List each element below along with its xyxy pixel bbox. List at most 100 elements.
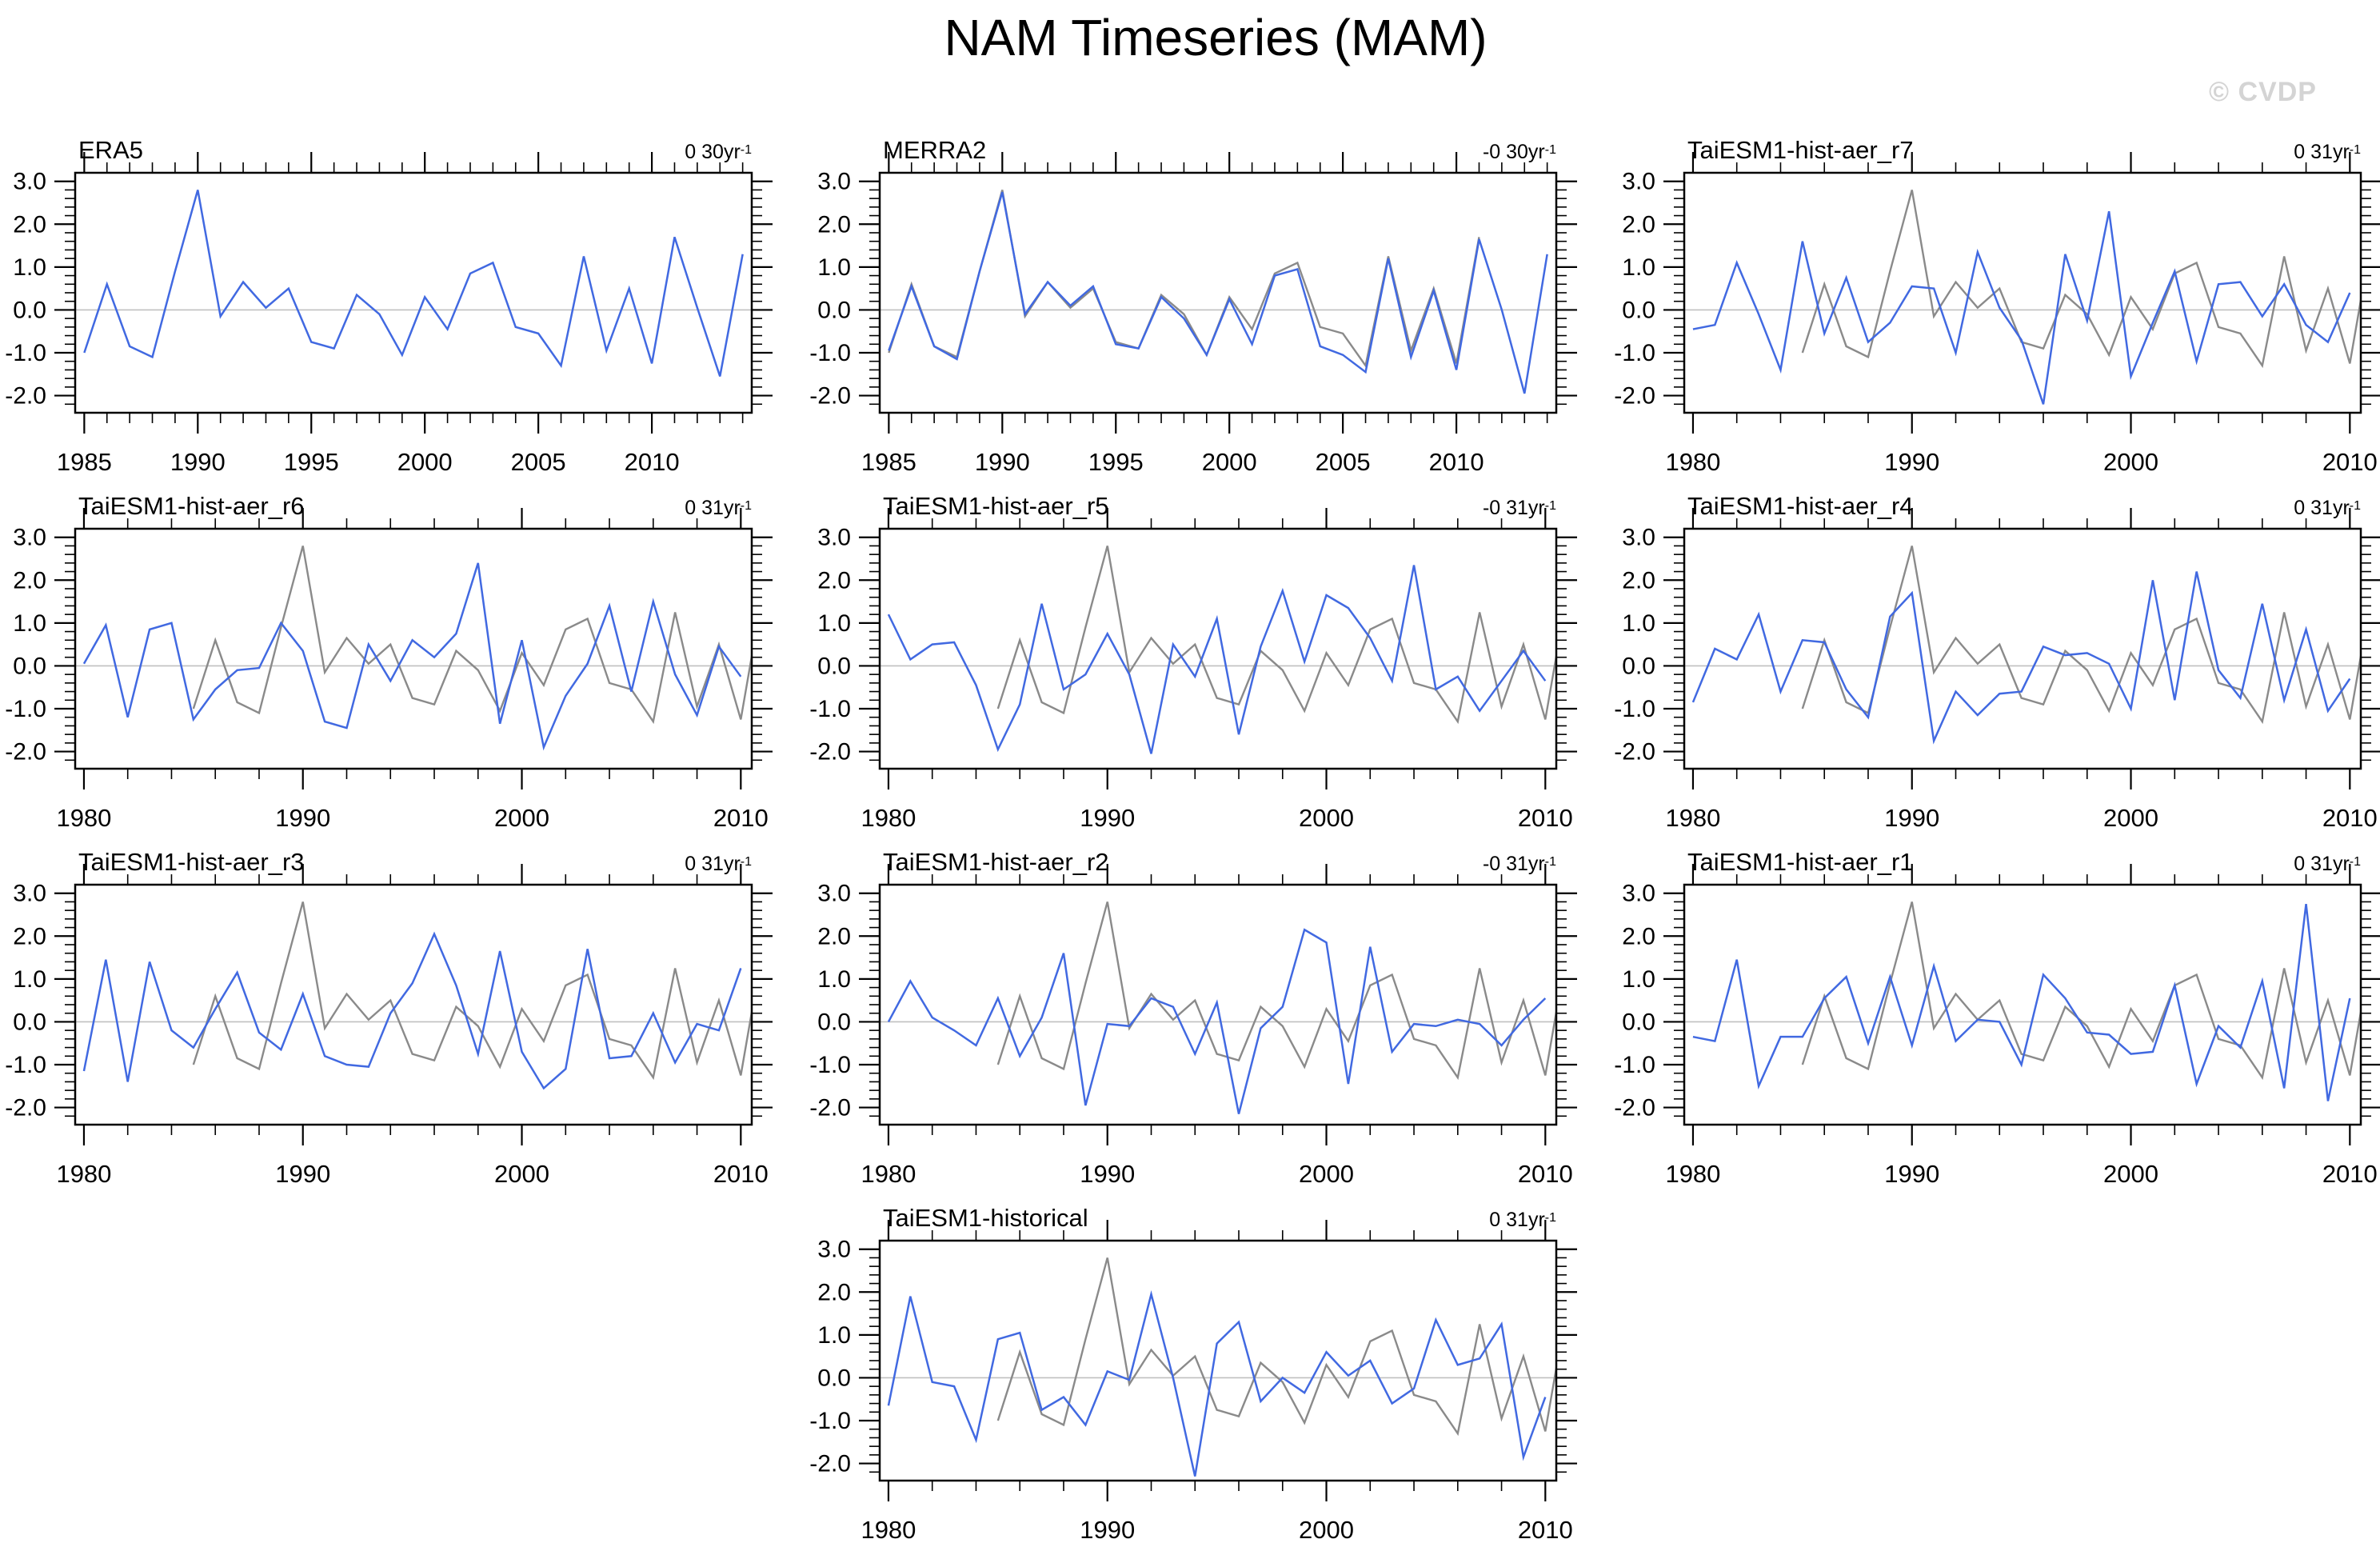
y-axis-label: 0.0 [1622, 1009, 1655, 1035]
x-axis-label: 1995 [1088, 448, 1144, 476]
panel-plot-taiesm1-hist-aer-r4: 1980 1990 2000 2010 3.0 2.0 1.0 0.0 -1.0 -2.0 [1614, 508, 2380, 832]
x-axis-label: 1990 [1884, 804, 1939, 832]
y-axis-label: 3.0 [1622, 881, 1655, 907]
x-axis-label: 1985 [861, 448, 916, 476]
x-axis-label: 1980 [861, 804, 916, 832]
reference-series-era5 [1801, 901, 2361, 1081]
x-axis-label: 2010 [713, 1160, 769, 1188]
x-axis-label: 2000 [1299, 1516, 1354, 1544]
timeseries-panel-taiesm1-hist-aer-r1: TaiESM1-hist-aer_r1 0 31yr-1 1980 1990 2000 2… [1609, 843, 2380, 1203]
model-series [887, 1289, 1547, 1477]
plot-box [74, 883, 753, 1126]
y-axis-label: -1.0 [809, 1408, 851, 1434]
x-axis-label: 2010 [625, 448, 680, 476]
x-axis-label: 2000 [2103, 1160, 2158, 1188]
plot-box [878, 527, 1558, 770]
model-series [1692, 210, 2351, 405]
timeseries-panel-taiesm1-hist-aer-r3: TaiESM1-hist-aer_r3 0 31yr-1 1980 1990 2000 2… [0, 843, 784, 1203]
model-series [83, 190, 744, 377]
y-axis-label: -2.0 [1614, 383, 1655, 410]
y-axis-label: -2.0 [809, 383, 851, 410]
x-axis-label: 1990 [1884, 1160, 1939, 1188]
y-axis-label: 2.0 [1622, 567, 1655, 594]
y-axis-label: 0.0 [13, 1009, 46, 1035]
plot-box [1683, 883, 2362, 1126]
y-axis-label: -2.0 [1614, 739, 1655, 766]
y-axis-label: 0.0 [817, 653, 851, 679]
reference-series-era5 [1801, 190, 2361, 369]
y-axis-label: 2.0 [817, 567, 851, 594]
x-axis-label: 2010 [2322, 804, 2378, 832]
x-axis-label: 1990 [1080, 1160, 1135, 1188]
y-axis-label: 0.0 [817, 297, 851, 323]
x-axis-label: 1980 [1665, 804, 1720, 832]
reference-series-era5 [996, 546, 1556, 725]
y-axis-label: 1.0 [817, 1322, 851, 1349]
x-axis-label: 2010 [1429, 448, 1484, 476]
panel-trend-label: 0 31yr-1 [685, 497, 752, 519]
panel-title: MERRA2 [883, 136, 987, 164]
y-axis-label: -1.0 [1614, 1052, 1655, 1078]
y-axis-label: 3.0 [13, 881, 46, 907]
x-axis-label: 2010 [1518, 804, 1573, 832]
panel-trend-label: 0 31yr-1 [2294, 141, 2361, 163]
y-axis-label: 2.0 [1622, 211, 1655, 238]
x-axis-label: 1995 [284, 448, 339, 476]
y-axis-label: 3.0 [817, 1237, 851, 1263]
y-axis-label: 3.0 [817, 881, 851, 907]
x-axis-label: 2010 [2322, 448, 2378, 476]
cvdp-watermark: © CVDP [2209, 77, 2317, 107]
y-axis-label: 1.0 [1622, 254, 1655, 281]
x-axis-label: 1990 [975, 448, 1030, 476]
y-axis-label: 2.0 [1622, 923, 1655, 949]
y-axis-label: 3.0 [1622, 525, 1655, 551]
timeseries-panel-taiesm1-hist-aer-r5: TaiESM1-hist-aer_r5 -0 31yr-1 1980 1990 2000… [805, 487, 1588, 847]
y-axis-label: 1.0 [817, 254, 851, 281]
panel-plot-taiesm1-hist-aer-r3: 1980 1990 2000 2010 3.0 2.0 1.0 0.0 -1.0 -2.0 [5, 864, 773, 1188]
x-axis-label: 2010 [713, 804, 769, 832]
model-series [82, 562, 742, 751]
x-axis-label: 2000 [494, 804, 549, 832]
x-axis-label: 2000 [2103, 804, 2158, 832]
y-axis-label: 3.0 [13, 169, 46, 195]
x-axis-label: 2000 [1299, 804, 1354, 832]
y-axis-label: 2.0 [817, 923, 851, 949]
model-series [1692, 903, 2351, 1101]
x-axis-label: 1980 [861, 1160, 916, 1188]
panel-title: TaiESM1-hist-aer_r4 [1687, 492, 1914, 520]
x-axis-label: 2010 [2322, 1160, 2378, 1188]
x-axis-label: 1980 [56, 804, 111, 832]
y-axis-label: 0.0 [817, 1365, 851, 1391]
y-axis-label: 3.0 [1622, 169, 1655, 195]
panel-title: TaiESM1-hist-aer_r6 [78, 492, 305, 520]
panel-trend-label: 0 31yr-1 [685, 853, 752, 875]
panel-plot-taiesm1-hist-aer-r1: 1980 1990 2000 2010 3.0 2.0 1.0 0.0 -1.0 -2.0 [1614, 864, 2380, 1188]
reference-series-era5 [192, 546, 752, 725]
x-axis-label: 1990 [1080, 804, 1135, 832]
x-axis-label: 1980 [1665, 1160, 1720, 1188]
plot-box [74, 171, 753, 414]
model-series [1691, 571, 2351, 745]
plot-box [1683, 527, 2362, 770]
x-axis-label: 1990 [170, 448, 226, 476]
panel-trend-label: 0 30yr-1 [685, 141, 752, 163]
y-axis-label: 1.0 [13, 254, 46, 281]
y-axis-label: 0.0 [1622, 297, 1655, 323]
y-axis-label: -1.0 [809, 340, 851, 366]
panel-title: TaiESM1-hist-aer_r7 [1687, 136, 1914, 164]
panel-plot-taiesm1-historical: 1980 1990 2000 2010 3.0 2.0 1.0 0.0 -1.0 -2.0 [809, 1220, 1577, 1544]
timeseries-panel-era5: ERA5 0 30yr-1 1985 1990 1995 2000 2005 2010 3.0 2… [0, 131, 784, 491]
y-axis-label: 2.0 [13, 567, 46, 594]
y-axis-label: 0.0 [817, 1009, 851, 1035]
x-axis-label: 2000 [2103, 448, 2158, 476]
y-axis-label: -2.0 [809, 739, 851, 766]
y-axis-label: 2.0 [817, 211, 851, 238]
model-series [888, 191, 1548, 394]
y-axis-label: 1.0 [817, 966, 851, 993]
timeseries-panel-merra2: MERRA2 -0 30yr-1 1985 1990 1995 2000 2005 2010 3… [805, 131, 1588, 491]
x-axis-label: 1990 [275, 1160, 330, 1188]
panel-plot-taiesm1-hist-aer-r7: 1980 1990 2000 2010 3.0 2.0 1.0 0.0 -1.0 -2.0 [1614, 152, 2380, 476]
y-axis-label: 3.0 [817, 169, 851, 195]
panel-title: TaiESM1-historical [883, 1204, 1088, 1232]
panel-plot-era5: 1985 1990 1995 2000 2005 2010 3.0 2.0 1.0 0.0 -1.0… [5, 152, 773, 476]
